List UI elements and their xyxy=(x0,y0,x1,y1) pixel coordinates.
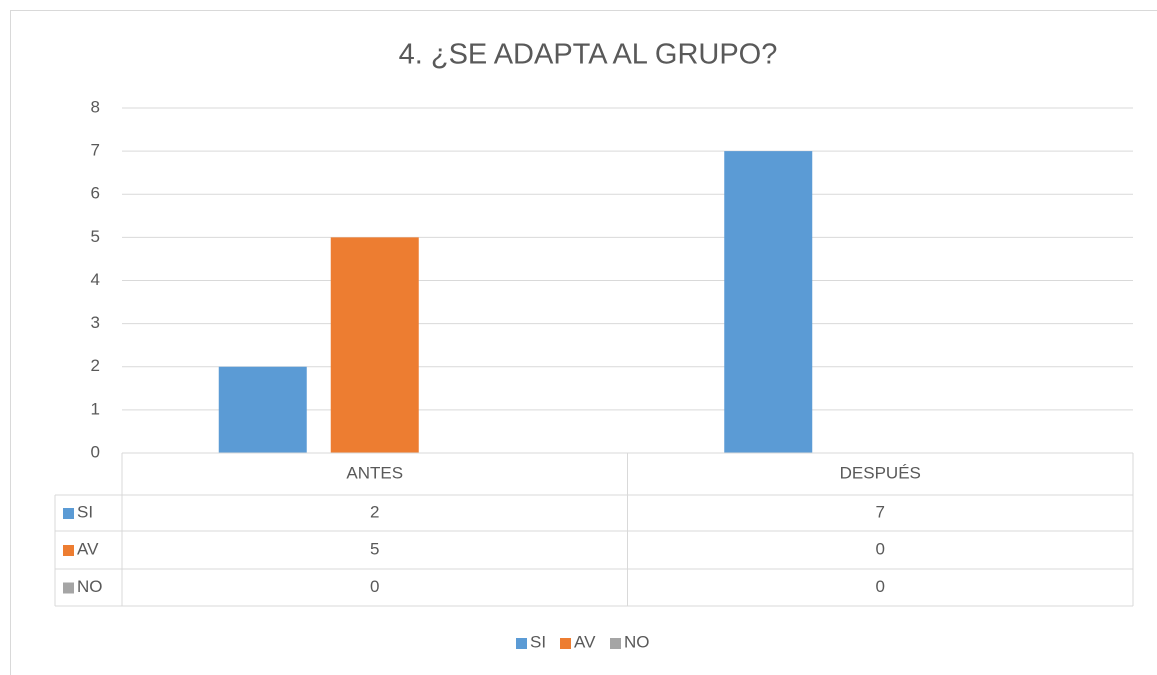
table-series-name: NO xyxy=(77,577,103,596)
legend-key xyxy=(610,638,621,649)
y-tick-label: 8 xyxy=(91,97,100,116)
table-value: 0 xyxy=(876,577,885,596)
bar xyxy=(330,237,419,453)
legend-label: SI xyxy=(530,632,546,651)
y-tick-label: 5 xyxy=(91,227,100,246)
bar xyxy=(724,151,813,453)
table-value: 0 xyxy=(876,539,885,558)
y-tick-label: 4 xyxy=(91,270,100,289)
table-value: 2 xyxy=(370,502,379,521)
table-legend-key xyxy=(63,545,74,556)
legend-key xyxy=(560,638,571,649)
legend-key xyxy=(516,638,527,649)
y-tick-label: 7 xyxy=(91,141,100,160)
table-series-name: AV xyxy=(77,539,99,558)
table-legend-key xyxy=(63,582,74,594)
y-tick-label: 3 xyxy=(91,313,100,332)
legend-label: AV xyxy=(574,632,596,651)
table-value: 7 xyxy=(876,502,885,521)
chart-border xyxy=(10,10,1157,675)
y-tick-label: 1 xyxy=(91,399,100,418)
bar xyxy=(218,366,307,453)
table-value: 5 xyxy=(370,539,379,558)
table-legend-key xyxy=(63,508,74,519)
y-tick-label: 2 xyxy=(91,356,100,375)
legend-label: NO xyxy=(624,632,650,651)
table-series-name: SI xyxy=(77,502,93,521)
x-tick-label: DESPUÉS xyxy=(840,463,921,482)
y-tick-label: 0 xyxy=(91,442,100,461)
y-tick-label: 6 xyxy=(91,184,100,203)
table-value: 0 xyxy=(370,577,379,596)
chart-title: 4. ¿SE ADAPTA AL GRUPO? xyxy=(399,39,778,71)
x-tick-label: ANTES xyxy=(346,463,403,482)
